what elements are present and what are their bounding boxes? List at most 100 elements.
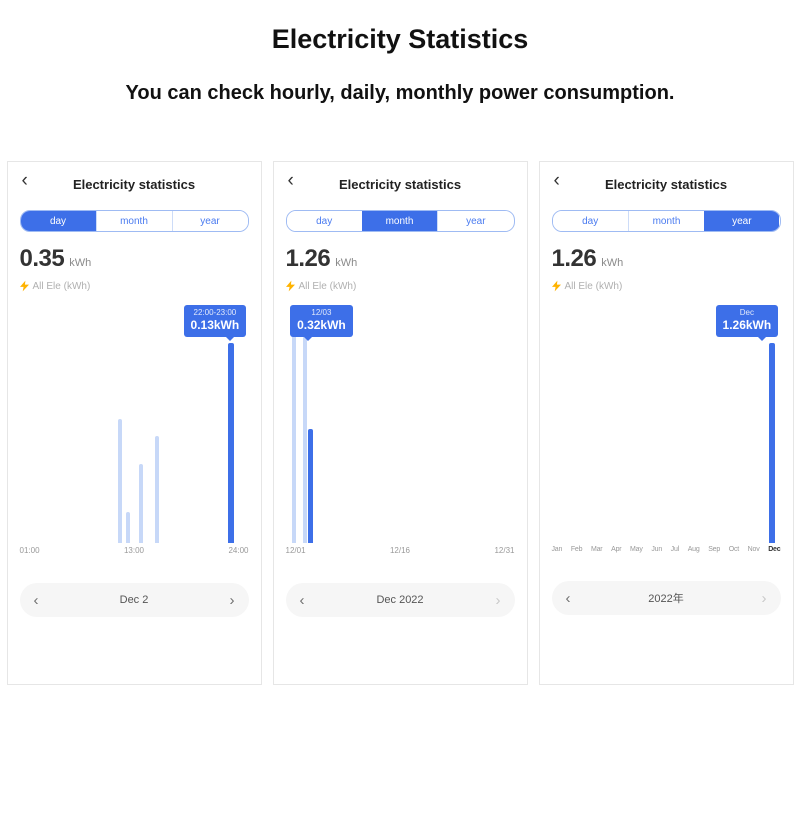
lightning-icon (551, 280, 561, 292)
x-axis-label: Jun (651, 546, 663, 553)
pager-prev-icon[interactable]: ‹ (299, 591, 305, 609)
tab-month[interactable]: month (627, 211, 705, 231)
period-tabs: day month year (285, 210, 515, 232)
tab-year[interactable]: year (171, 211, 248, 231)
app-header: ‹ Electricity statistics (552, 162, 781, 206)
bar-chart: 12/03 0.32kWh (286, 305, 515, 543)
back-icon[interactable]: ‹ (553, 170, 560, 191)
app-title: Electricity statistics (338, 176, 462, 192)
tooltip-period: 12/03 (311, 308, 332, 317)
pager-prev-icon[interactable]: ‹ (565, 589, 571, 607)
x-axis-label: 13:00 (123, 546, 145, 555)
total-consumption: 1.26 kWh (286, 245, 515, 273)
tooltip-value: 0.32kWh (297, 318, 346, 333)
pager-next-icon[interactable]: › (761, 589, 767, 607)
x-axis-label: May (630, 546, 643, 553)
x-axis-label: Apr (611, 546, 622, 553)
legend: All Ele (kWh) (285, 280, 515, 292)
page-title: Electricity Statistics (271, 24, 529, 54)
x-axis-label: Jan (551, 546, 563, 553)
total-unit: kWh (601, 257, 624, 269)
pager-next-icon[interactable]: › (495, 591, 501, 609)
legend: All Ele (kWh) (551, 280, 781, 292)
total-unit: kWh (335, 257, 358, 269)
x-axis-label: Sep (708, 546, 721, 553)
chart-bars (552, 305, 781, 543)
x-axis-label: 12/01 (285, 546, 306, 555)
x-axis-label: Feb (570, 546, 583, 553)
tab-day[interactable]: day (20, 211, 96, 231)
tab-year[interactable]: year (704, 211, 780, 231)
legend: All Ele (kWh) (19, 280, 249, 292)
x-axis-label: Jul (670, 546, 680, 553)
back-icon[interactable]: ‹ (21, 170, 28, 191)
tooltip-value: 1.26kWh (722, 318, 772, 333)
x-axis-label: Aug (687, 546, 700, 553)
pager-prev-icon[interactable]: ‹ (33, 591, 39, 609)
tab-month[interactable]: month (95, 211, 172, 231)
period-tabs: day month year (551, 210, 781, 232)
app-title: Electricity statistics (604, 176, 728, 192)
tooltip-period: 22:00-23:00 (193, 308, 237, 317)
legend-label: All Ele (kWh) (298, 280, 357, 292)
pager-next-icon[interactable]: › (229, 591, 235, 609)
phone-screen-year: ‹ Electricity statistics day month year … (538, 161, 794, 685)
x-axis-label: Oct (728, 546, 740, 553)
tab-year[interactable]: year (437, 211, 514, 231)
page-subtitle: You can check hourly, daily, monthly pow… (125, 82, 675, 104)
x-axis-labels: 01:00 13:00 24:00 (20, 546, 249, 555)
app-title: Electricity statistics (72, 176, 196, 192)
tab-day[interactable]: day (286, 211, 362, 231)
lightning-icon (19, 280, 29, 292)
tooltip-period: Dec (739, 308, 754, 317)
tooltip-value: 0.13kWh (190, 318, 240, 333)
legend-label: All Ele (kWh) (564, 280, 623, 292)
chart-tooltip: Dec 1.26kWh (715, 305, 779, 342)
phone-screen-day: ‹ Electricity statistics day month year … (6, 161, 262, 685)
app-header: ‹ Electricity statistics (286, 162, 515, 206)
total-consumption: 0.35 kWh (20, 245, 249, 273)
chart-tooltip: 12/03 0.32kWh (290, 305, 353, 342)
x-axis-label: 12/31 (494, 546, 515, 555)
tab-day[interactable]: day (552, 211, 628, 231)
chart-bar[interactable] (307, 428, 313, 543)
tab-month[interactable]: month (361, 211, 438, 231)
x-axis-label: 24:00 (228, 546, 249, 555)
x-axis-label: Mar (590, 546, 603, 553)
chart-bar[interactable] (227, 343, 234, 543)
pager-label: Dec 2022 (376, 594, 424, 606)
chart-bar[interactable] (302, 324, 307, 543)
total-consumption: 1.26 kWh (552, 245, 781, 273)
x-axis-label: 01:00 (19, 546, 40, 555)
bar-chart: Dec 1.26kWh (552, 305, 781, 543)
chart-bar[interactable] (117, 419, 122, 543)
date-pager: ‹ 2022年 › (551, 581, 781, 615)
x-axis-label: Dec (768, 546, 781, 553)
chart-bar[interactable] (154, 435, 159, 543)
date-pager: ‹ Dec 2 › (19, 583, 249, 617)
pager-label: 2022年 (648, 593, 684, 605)
lightning-icon (285, 280, 295, 292)
x-axis-labels: Jan Feb Mar Apr May Jun Jul Aug Sep Oct Nov Dec (552, 546, 781, 553)
chart-bar[interactable] (769, 343, 776, 543)
period-tabs: day month year (19, 210, 249, 232)
back-icon[interactable]: ‹ (287, 170, 294, 191)
pager-label: Dec 2 (119, 594, 149, 606)
chart-bars (286, 305, 515, 543)
legend-label: All Ele (kWh) (32, 280, 91, 292)
screens-row: ‹ Electricity statistics day month year … (0, 161, 800, 685)
chart-bar[interactable] (125, 512, 130, 543)
total-value: 1.26 (285, 245, 331, 272)
phone-screen-month: ‹ Electricity statistics day month year … (272, 161, 528, 685)
x-axis-labels: 12/01 12/16 12/31 (286, 546, 515, 555)
chart-bar[interactable] (138, 464, 143, 543)
x-axis-label: 12/16 (389, 546, 411, 555)
chart-bar[interactable] (292, 312, 297, 543)
x-axis-label: Nov (747, 546, 760, 553)
chart-tooltip: 22:00-23:00 0.13kWh (183, 305, 247, 342)
date-pager: ‹ Dec 2022 › (285, 583, 515, 617)
total-value: 0.35 (19, 245, 65, 272)
bar-chart: 22:00-23:00 0.13kWh (20, 305, 249, 543)
total-unit: kWh (69, 257, 92, 269)
total-value: 1.26 (551, 245, 597, 272)
